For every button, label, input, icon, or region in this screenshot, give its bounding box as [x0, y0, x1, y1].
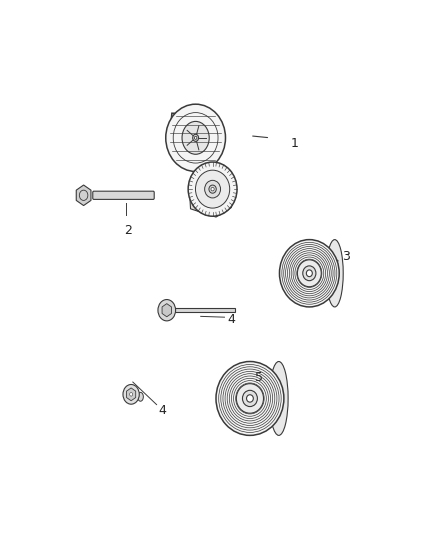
Text: 4: 4 [228, 313, 236, 326]
Ellipse shape [205, 180, 221, 198]
Ellipse shape [237, 384, 264, 413]
Ellipse shape [166, 104, 226, 172]
Ellipse shape [306, 270, 312, 277]
Circle shape [130, 393, 133, 396]
Text: 2: 2 [124, 224, 132, 237]
Ellipse shape [138, 392, 143, 401]
Ellipse shape [297, 260, 321, 287]
Circle shape [182, 122, 209, 154]
Polygon shape [127, 388, 136, 401]
Polygon shape [170, 113, 218, 168]
Ellipse shape [247, 395, 253, 402]
Text: 4: 4 [158, 404, 166, 417]
Ellipse shape [188, 162, 237, 216]
Polygon shape [76, 185, 91, 206]
Circle shape [194, 136, 197, 139]
Ellipse shape [269, 361, 288, 435]
Ellipse shape [211, 188, 214, 191]
FancyBboxPatch shape [93, 191, 154, 199]
Circle shape [123, 384, 139, 404]
Circle shape [158, 300, 176, 321]
Ellipse shape [209, 185, 216, 193]
Bar [167, 308, 235, 312]
Ellipse shape [195, 170, 230, 208]
Text: 5: 5 [255, 372, 263, 384]
Polygon shape [190, 156, 235, 217]
Circle shape [193, 134, 198, 141]
Ellipse shape [303, 266, 316, 281]
Ellipse shape [279, 240, 339, 307]
Text: 1: 1 [291, 138, 299, 150]
Ellipse shape [326, 240, 343, 307]
Polygon shape [162, 304, 171, 317]
Ellipse shape [243, 390, 258, 407]
Text: 3: 3 [342, 251, 350, 263]
Ellipse shape [216, 361, 284, 435]
